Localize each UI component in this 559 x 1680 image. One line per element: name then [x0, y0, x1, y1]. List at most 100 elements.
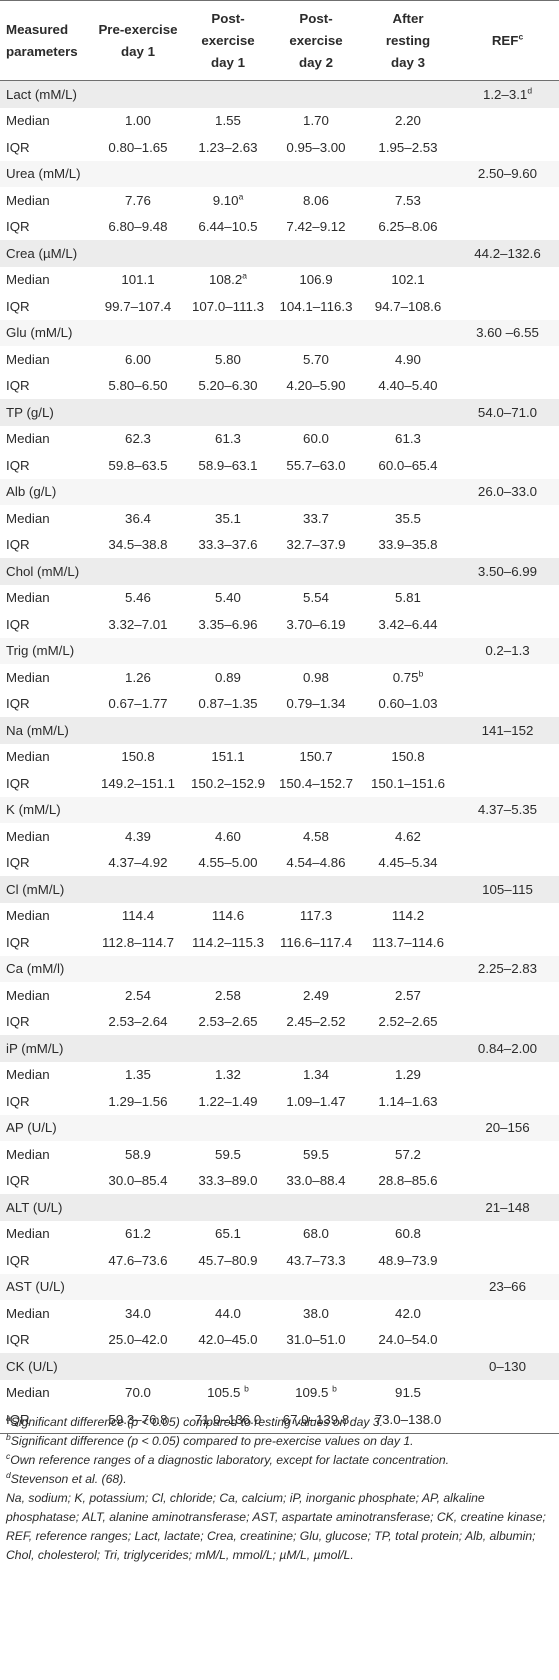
iqr-row: IQR 3.32–7.01 3.35–6.96 3.70–6.19 3.42–6.44: [0, 611, 559, 638]
median-value: 8.06: [303, 192, 329, 208]
iqr-value: 33.3–37.6: [198, 537, 258, 553]
empty-cell: [456, 1327, 559, 1354]
parameter-name: Trig (mM/L): [0, 637, 92, 664]
empty-cell: [272, 1194, 360, 1221]
reference-range: 3.50–6.99: [456, 558, 559, 585]
empty-cell: [360, 876, 456, 903]
row-label-median: Median: [6, 669, 50, 685]
reference-range: 0.84–2.00: [456, 1035, 559, 1062]
median-value: 1.55: [215, 113, 241, 129]
median-row: Median 5.46 5.40 5.54 5.81: [0, 585, 559, 612]
empty-cell: [184, 796, 272, 823]
empty-cell: [184, 876, 272, 903]
iqr-value: 5.20–6.30: [198, 378, 258, 394]
footnote: dStevenson et al. (68).: [6, 1469, 127, 1486]
median-value: 6.00: [125, 351, 151, 367]
empty-cell: [272, 240, 360, 267]
footnote: cOwn reference ranges of a diagnostic la…: [6, 1450, 450, 1467]
parameter-row: Na (mM/L) 141–152: [0, 717, 559, 744]
iqr-value: 99.7–107.4: [104, 298, 172, 314]
iqr-value: 0.95–3.00: [286, 139, 346, 155]
median-value: 59.5: [215, 1146, 241, 1162]
median-value: 61.3: [215, 431, 241, 447]
iqr-value: 6.80–9.48: [108, 219, 168, 235]
parameter-row: Urea (mM/L) 2.50–9.60: [0, 160, 559, 187]
iqr-value: 5.80–6.50: [108, 378, 168, 394]
empty-cell: [456, 1062, 559, 1089]
median-value: 5.46: [125, 590, 151, 606]
median-value: 4.58: [303, 828, 329, 844]
median-value: 58.9: [125, 1146, 151, 1162]
empty-cell: [456, 691, 559, 718]
empty-cell: [456, 108, 559, 135]
reference-range: 0–130: [456, 1353, 559, 1380]
median-row: Median 2.54 2.58 2.49 2.57: [0, 982, 559, 1009]
iqr-value: 33.0–88.4: [286, 1173, 346, 1189]
median-value: 108.2a: [208, 270, 247, 288]
parameter-row: Crea (µM/L) 44.2–132.6: [0, 240, 559, 267]
empty-cell: [92, 558, 184, 585]
iqr-value: 3.42–6.44: [378, 616, 438, 632]
iqr-value: 113.7–114.6: [372, 934, 444, 950]
median-value: 102.1: [391, 272, 425, 288]
iqr-row: IQR 6.80–9.48 6.44–10.5 7.42–9.12 6.25–8.06: [0, 214, 559, 241]
parameter-row: Trig (mM/L) 0.2–1.3: [0, 637, 559, 664]
empty-cell: [456, 1168, 559, 1195]
iqr-row: IQR 25.0–42.0 42.0–45.0 31.0–51.0 24.0–54.0: [0, 1327, 559, 1354]
iqr-value: 114.2–115.3: [192, 934, 264, 950]
header-post-exercise-day-1: Post- exercise day 1: [184, 0, 272, 81]
empty-cell: [184, 1194, 272, 1221]
empty-cell: [360, 1035, 456, 1062]
row-label-iqr: IQR: [6, 1093, 30, 1109]
empty-cell: [360, 1273, 456, 1300]
row-label-median: Median: [6, 1385, 50, 1401]
iqr-value: 73.0–138.0: [360, 1406, 456, 1434]
empty-cell: [456, 293, 559, 320]
reference-range: 26.0–33.0: [456, 478, 559, 505]
empty-cell: [360, 717, 456, 744]
empty-cell: [184, 478, 272, 505]
empty-cell: [272, 399, 360, 426]
parameter-name: Lact (mM/L): [0, 80, 92, 108]
row-label-median: Median: [6, 431, 50, 447]
empty-cell: [92, 955, 184, 982]
parameter-name: Cl (mM/L): [0, 876, 92, 903]
reference-range: 2.50–9.60: [456, 160, 559, 187]
median-value: 2.57: [395, 987, 421, 1003]
empty-cell: [456, 982, 559, 1009]
empty-cell: [184, 558, 272, 585]
median-value: 114.4: [121, 908, 155, 924]
median-value: 2.58: [215, 987, 241, 1003]
row-label-iqr: IQR: [6, 1014, 30, 1030]
empty-cell: [456, 214, 559, 241]
iqr-value: 31.0–51.0: [286, 1332, 346, 1348]
iqr-value: 112.8–114.7: [102, 934, 174, 950]
iqr-value: 67.0–139.8: [272, 1406, 360, 1434]
iqr-value: 7.42–9.12: [286, 219, 346, 235]
table-body: Lact (mM/L) 1.2–3.1d Median 1.00 1.55 1.70 2.2…: [0, 80, 559, 1434]
iqr-value: 3.70–6.19: [286, 616, 346, 632]
parameter-row: Cl (mM/L) 105–115: [0, 876, 559, 903]
empty-cell: [456, 903, 559, 930]
parameter-name: Chol (mM/L): [0, 558, 92, 585]
empty-cell: [456, 1247, 559, 1274]
parameter-row: Alb (g/L) 26.0–33.0: [0, 478, 559, 505]
header-measured-parameters: Measured parameters: [0, 0, 92, 81]
parameter-row: iP (mM/L) 0.84–2.00: [0, 1035, 559, 1062]
iqr-value: 59.3–76.8: [92, 1406, 184, 1434]
empty-cell: [272, 1273, 360, 1300]
iqr-value: 4.54–4.86: [286, 855, 346, 871]
parameter-row: CK (U/L) 0–130: [0, 1353, 559, 1380]
parameter-name: AST (U/L): [0, 1273, 92, 1300]
empty-cell: [184, 1035, 272, 1062]
empty-cell: [456, 426, 559, 453]
iqr-row: IQR 2.53–2.64 2.53–2.65 2.45–2.52 2.52–2.65: [0, 1009, 559, 1036]
iqr-value: 4.20–5.90: [286, 378, 346, 394]
empty-cell: [360, 399, 456, 426]
median-row: Median 34.0 44.0 38.0 42.0: [0, 1300, 559, 1327]
row-label-iqr: IQR: [6, 775, 30, 791]
iqr-value: 4.55–5.00: [198, 855, 258, 871]
iqr-value: 3.32–7.01: [108, 616, 168, 632]
iqr-value: 2.53–2.64: [108, 1014, 168, 1030]
median-value: 150.8: [121, 749, 155, 765]
